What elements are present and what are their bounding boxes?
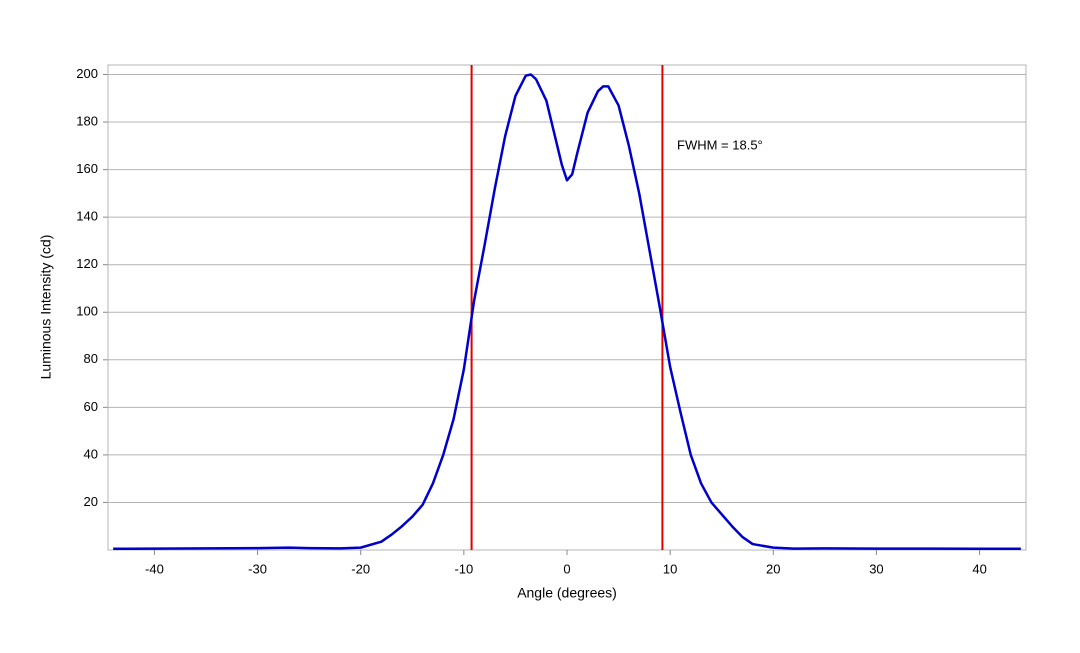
x-tick-label: 20 <box>766 561 780 576</box>
y-tick-label: 160 <box>76 161 98 176</box>
annotation: FWHM = 18.5° <box>677 137 763 152</box>
x-tick-label: -40 <box>145 561 164 576</box>
x-tick-label: -20 <box>351 561 370 576</box>
y-tick-label: 200 <box>76 66 98 81</box>
y-axis-label: Luminous Intensity (cd) <box>38 235 54 380</box>
intensity-curve <box>113 73 1021 551</box>
y-tick-label: 120 <box>76 256 98 271</box>
y-tick-label: 180 <box>76 113 98 128</box>
y-tick-label: 140 <box>76 209 98 224</box>
x-axis-label: Angle (degrees) <box>517 585 617 601</box>
y-tick-label: 80 <box>84 351 98 366</box>
x-tick-label: -10 <box>454 561 473 576</box>
x-tick-label: 10 <box>663 561 677 576</box>
x-tick-label: -30 <box>248 561 267 576</box>
x-tick-label: 40 <box>972 561 986 576</box>
y-tick-label: 100 <box>76 304 98 319</box>
x-tick-label: 30 <box>869 561 883 576</box>
y-tick-label: 20 <box>84 494 98 509</box>
y-tick-label: 40 <box>84 446 98 461</box>
x-tick-label: 0 <box>563 561 570 576</box>
y-tick-label: 60 <box>84 399 98 414</box>
plot-border <box>107 64 1027 551</box>
